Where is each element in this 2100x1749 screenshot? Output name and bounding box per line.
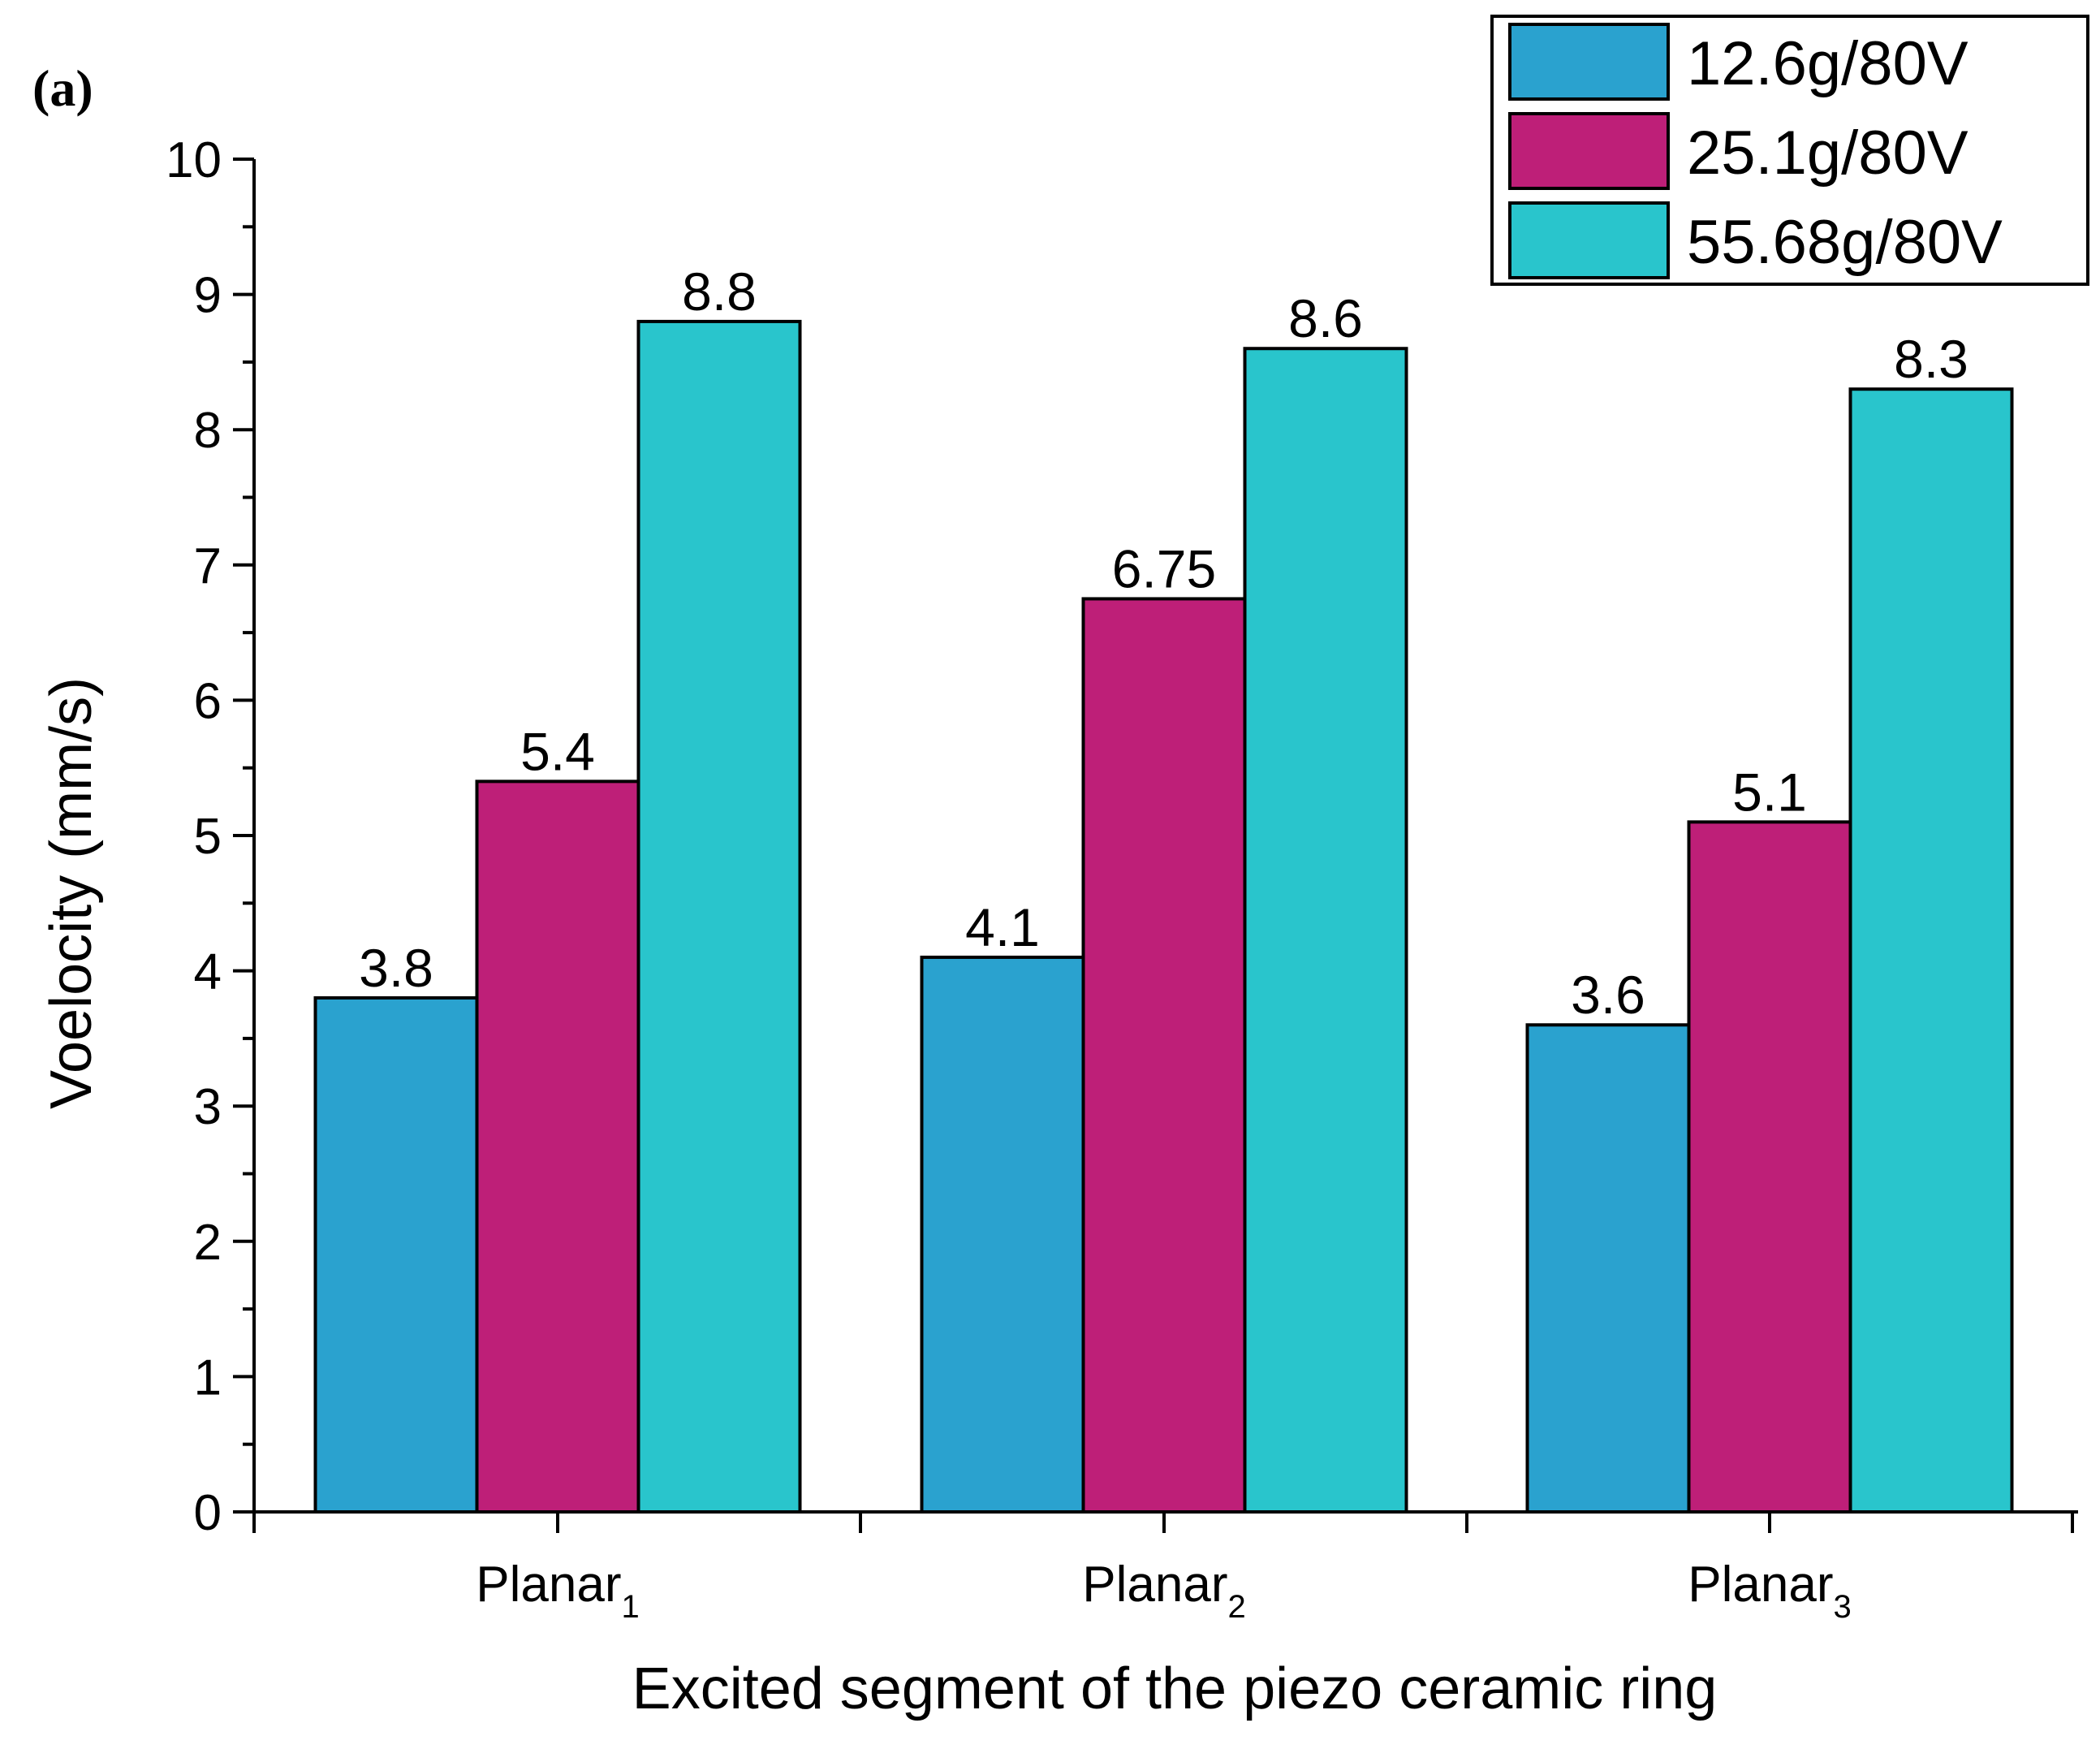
y-tick-label: 7	[194, 538, 222, 594]
bar	[1081, 597, 1247, 1514]
legend-swatch	[1508, 112, 1670, 190]
bar-data-label: 8.3	[1894, 329, 1968, 389]
y-axis-title: Voelocity (mm/s)	[39, 677, 104, 1109]
bar-data-label: 5.1	[1732, 762, 1807, 822]
bar	[475, 779, 640, 1514]
y-tick-label: 8	[194, 403, 222, 459]
bar-data-label: 8.8	[682, 261, 757, 322]
bar-data-label: 6.75	[1112, 538, 1216, 598]
legend-label: 55.68g/80V	[1687, 208, 2003, 277]
bar-data-label: 4.1	[965, 897, 1040, 957]
y-tick-label: 9	[194, 268, 222, 324]
y-tick-label: 4	[194, 944, 222, 1000]
y-tick-label: 2	[194, 1215, 222, 1271]
legend-swatch	[1508, 201, 1670, 279]
panel-label: (a)	[32, 59, 93, 117]
bar	[636, 319, 802, 1514]
y-tick-label: 1	[194, 1350, 222, 1406]
bar-data-label: 3.6	[1571, 965, 1645, 1025]
bars-group	[313, 319, 2014, 1514]
bar	[920, 955, 1085, 1514]
legend-swatch	[1508, 23, 1670, 101]
bar-data-label: 5.4	[520, 721, 595, 781]
data-labels-group: 3.8 5.4 8.8 4.1 6.75 8.6 3.6 5.1 8.3	[359, 261, 1968, 1025]
x-tick-label: Planar2	[1082, 1557, 1245, 1625]
bar-data-label: 8.6	[1288, 288, 1363, 348]
y-tick-label: 0	[194, 1485, 222, 1541]
x-tick-label: Planar3	[1688, 1557, 1851, 1625]
x-axis-title: Excited segment of the piezo ceramic rin…	[632, 1656, 1718, 1721]
legend-label: 25.1g/80V	[1687, 119, 1968, 188]
bar	[1525, 1023, 1691, 1514]
bar-data-label: 3.8	[359, 938, 433, 998]
bar	[313, 995, 479, 1514]
bar	[1243, 347, 1408, 1514]
y-tick-label: 3	[194, 1079, 222, 1135]
y-tick-label: 10	[166, 132, 222, 188]
legend-label: 12.6g/80V	[1687, 29, 1968, 98]
x-tick-label: Planar1	[476, 1557, 639, 1625]
bar	[1687, 820, 1852, 1514]
legend: 12.6g/80V 25.1g/80V 55.68g/80V	[1490, 15, 2089, 286]
y-tick-label: 5	[194, 809, 222, 865]
y-tick-label: 6	[194, 673, 222, 729]
bar	[1848, 387, 2014, 1514]
